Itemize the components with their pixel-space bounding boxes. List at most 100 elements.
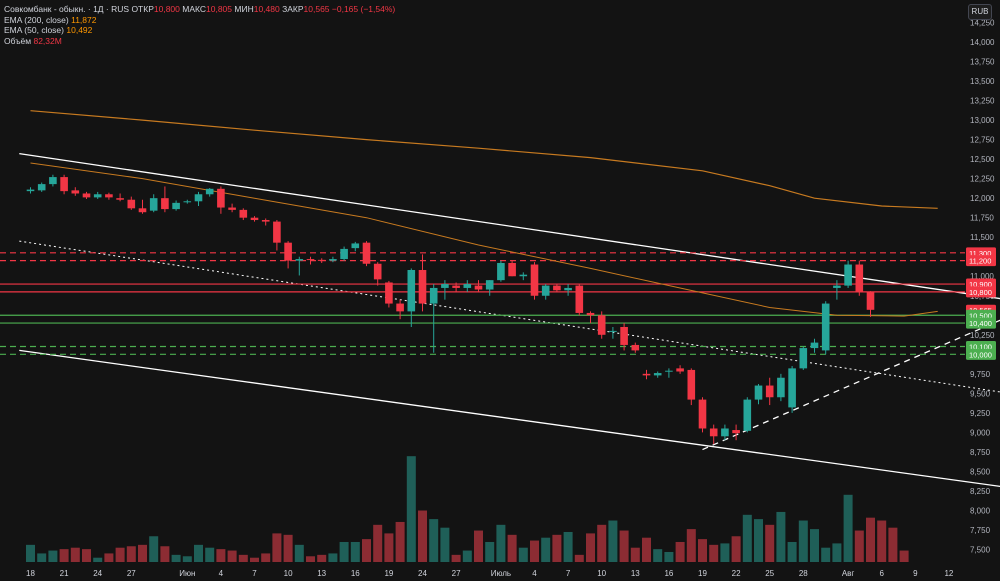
volume-bar <box>238 554 248 562</box>
candle-body <box>228 207 236 210</box>
candle <box>116 193 124 202</box>
volume-bar <box>227 550 237 562</box>
price-tick-label: 9,500 <box>970 389 991 398</box>
candle-body <box>508 262 516 277</box>
ema50-label: EMA (50, close) <box>4 25 64 35</box>
candle-body <box>49 177 57 185</box>
volume-bar <box>832 543 842 562</box>
price-tag: 10,000 <box>966 348 996 360</box>
candle-body <box>284 242 292 261</box>
ema200-line <box>30 110 938 209</box>
candle-body <box>116 198 124 200</box>
time-tick-label: Авг <box>842 569 855 578</box>
time-tick-label: 13 <box>317 569 326 578</box>
candle <box>631 342 640 353</box>
ema200-label: EMA (200, close) <box>4 14 69 25</box>
volume-bar <box>866 517 875 562</box>
candle <box>329 256 337 263</box>
volume-bar <box>250 557 259 562</box>
candle-body <box>149 198 158 211</box>
volume-label: Объём <box>4 35 32 46</box>
candle-body <box>93 194 102 198</box>
volume-bar <box>731 536 741 562</box>
candle <box>519 272 528 281</box>
volume-bar <box>854 530 864 562</box>
candle <box>653 371 662 378</box>
candle <box>866 291 875 317</box>
high-value: 10,805 <box>206 4 232 14</box>
candle-body <box>452 285 460 288</box>
candle <box>284 241 292 269</box>
volume-bar <box>765 524 775 562</box>
candle <box>172 200 180 211</box>
candle <box>788 366 796 413</box>
candle <box>127 196 136 210</box>
candle-body <box>485 280 494 290</box>
candle <box>687 368 696 406</box>
price-tick-label: 8,750 <box>970 448 991 457</box>
candle-body <box>631 344 640 351</box>
candle-body <box>844 264 852 286</box>
open-label: ОТКР <box>131 4 154 14</box>
change-value: −0,165 (−1,54%) <box>331 4 396 14</box>
time-tick-label: Июль <box>491 569 511 578</box>
price-tick-label: 7,500 <box>970 546 991 555</box>
candle-body <box>698 399 707 429</box>
price-tick-label: 7,750 <box>970 526 991 535</box>
candle <box>597 311 606 339</box>
candle-body <box>82 193 91 198</box>
candle-body <box>407 269 416 312</box>
candle <box>765 377 774 406</box>
candle-body <box>385 282 393 304</box>
time-tick-label: 28 <box>799 569 808 578</box>
candle-body <box>161 198 169 210</box>
candle-body <box>709 428 718 437</box>
candle <box>575 284 584 316</box>
volume-bar <box>194 544 203 562</box>
volume-bar <box>26 544 35 562</box>
volume-bar <box>642 537 651 562</box>
price-tick-label: 14,000 <box>970 38 995 47</box>
candle <box>743 397 752 433</box>
candle <box>340 246 348 261</box>
close-value: 10,565 <box>303 4 330 14</box>
volume-bar <box>261 553 271 562</box>
price-tick-label: 9,000 <box>970 428 991 437</box>
candle-body <box>306 259 315 261</box>
candle <box>194 191 203 206</box>
volume-bar <box>115 547 125 562</box>
candle-body <box>765 385 774 398</box>
time-tick-label: 7 <box>252 569 257 578</box>
candle-body <box>497 262 505 281</box>
candle-body <box>373 263 382 280</box>
candle <box>351 241 360 252</box>
price-tick-label: 11,750 <box>970 214 994 223</box>
volume-bar <box>653 549 663 562</box>
candle <box>508 260 516 277</box>
legend-volume-row[interactable]: Объём 82,32M <box>4 36 395 47</box>
price-tag-label: 10,500 <box>969 311 992 320</box>
volume-bar <box>306 556 315 562</box>
candle <box>362 241 371 267</box>
symbol-name[interactable]: Совкомбанк - обыкн. · 1Д · RUS <box>4 4 130 14</box>
candle <box>418 254 427 312</box>
volume-bar <box>754 519 763 562</box>
ema-lines <box>30 110 938 317</box>
legend-ema50-row[interactable]: EMA (50, close) 10,492 <box>4 25 395 36</box>
price-tag-bg <box>966 317 996 329</box>
candle-body <box>777 377 785 398</box>
volume-bar <box>104 553 114 562</box>
price-tag: 10,800 <box>966 286 996 298</box>
currency-button[interactable]: RUB <box>968 4 992 20</box>
candle-body <box>261 220 270 222</box>
volume-bar <box>698 539 707 562</box>
price-tick-label: 12,250 <box>970 175 995 184</box>
volume-bar <box>440 527 450 562</box>
candle-body <box>642 373 651 376</box>
price-tag-bg <box>966 348 996 360</box>
volume-bar <box>462 550 472 562</box>
legend-ema200-row[interactable]: EMA (200, close) 11,872 <box>4 15 395 26</box>
candle <box>183 199 192 204</box>
candle <box>217 186 225 214</box>
